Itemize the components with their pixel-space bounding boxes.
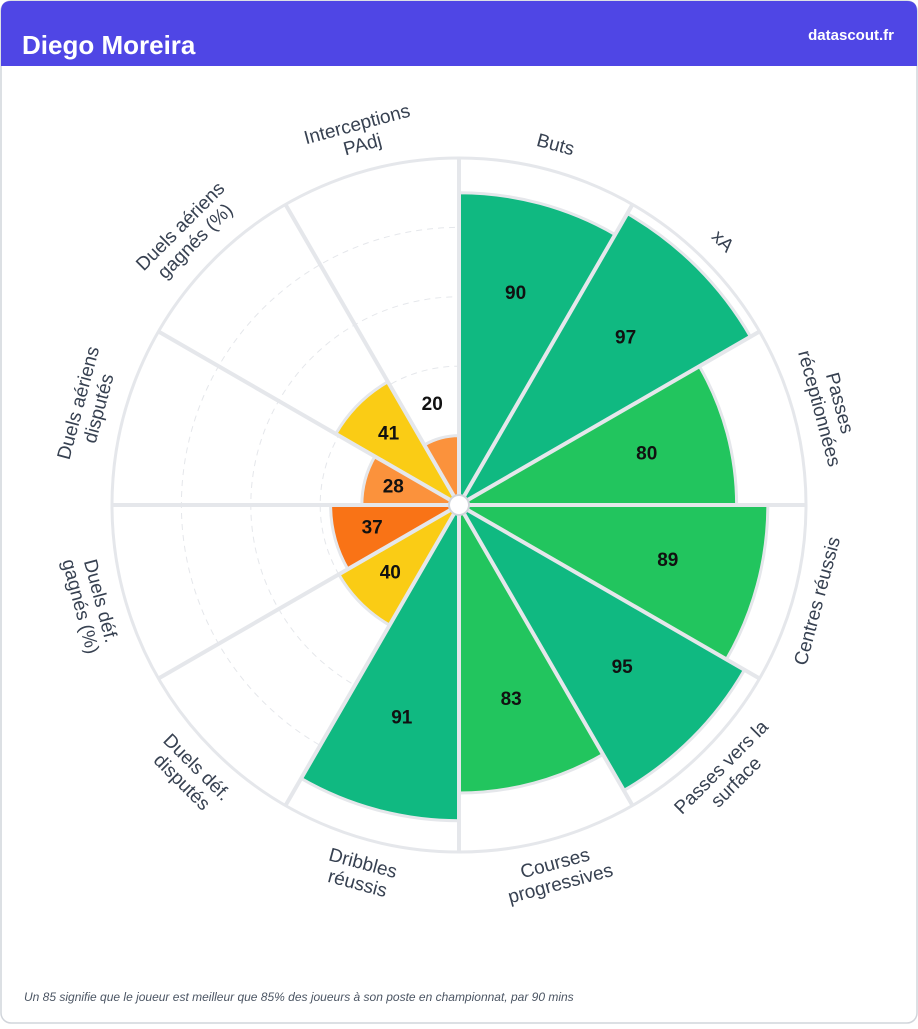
value-label: 89 bbox=[657, 550, 678, 571]
separator bbox=[457, 203, 635, 506]
slice bbox=[453, 364, 739, 507]
slice bbox=[453, 503, 770, 662]
value-label: 37 bbox=[362, 517, 383, 538]
value-label: 97 bbox=[615, 327, 636, 348]
separator bbox=[283, 203, 461, 506]
hub bbox=[448, 494, 470, 516]
separator bbox=[283, 503, 461, 807]
value-label: 40 bbox=[380, 563, 401, 584]
slice bbox=[454, 500, 747, 793]
footnote: Un 85 signifie que le joueur est meilleu… bbox=[24, 990, 574, 1004]
value-label: 90 bbox=[505, 283, 526, 304]
separator bbox=[157, 503, 460, 681]
chart-title: Diego Moreira bbox=[22, 30, 196, 60]
separator bbox=[457, 503, 635, 807]
slice bbox=[457, 499, 606, 795]
separator bbox=[457, 503, 761, 681]
value-label: 80 bbox=[636, 444, 657, 465]
source: datascout.fr bbox=[808, 27, 894, 44]
value-label: 20 bbox=[422, 394, 443, 415]
slice bbox=[457, 191, 618, 511]
slice bbox=[454, 211, 753, 510]
separator bbox=[157, 329, 460, 507]
value-label: 41 bbox=[378, 424, 400, 445]
slice bbox=[299, 499, 461, 823]
value-label: 28 bbox=[383, 476, 404, 497]
header bbox=[1, 1, 917, 66]
value-label: 91 bbox=[391, 708, 413, 729]
separator bbox=[457, 329, 761, 507]
value-label: 83 bbox=[501, 689, 522, 710]
value-label: 95 bbox=[612, 657, 634, 678]
